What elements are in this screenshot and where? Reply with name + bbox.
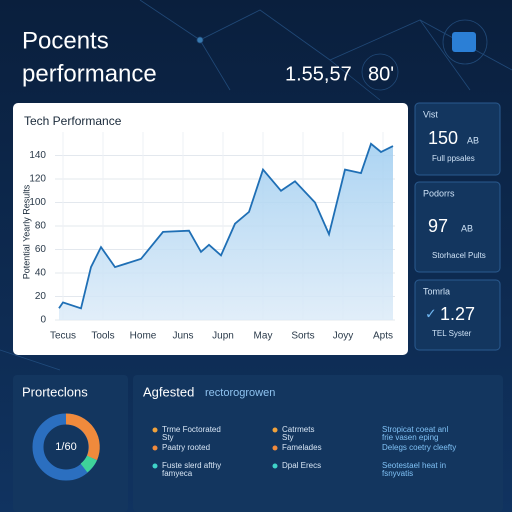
bullet: [152, 463, 158, 469]
x-tick-label: Home: [130, 331, 157, 342]
stat-label: Tomrla: [423, 286, 450, 296]
stat-caption: Storhacel Pults: [432, 251, 486, 260]
header-title: performance: [22, 60, 157, 87]
logo-icon: [452, 32, 476, 52]
header-stat: 80': [368, 63, 394, 85]
bullet: [152, 445, 158, 451]
y-tick-label: 60: [35, 244, 47, 255]
panel-title: Prorteclons: [22, 384, 88, 399]
x-tick-label: May: [254, 331, 273, 342]
stat-unit: AB: [461, 223, 473, 233]
bullet: [272, 445, 278, 451]
list-item: famyeca: [162, 469, 193, 478]
line: [58, 142, 394, 310]
list-item: Famelades: [282, 443, 322, 452]
x-tick-label: Sorts: [291, 331, 314, 342]
list-item: frie vasen eping: [382, 433, 438, 442]
x-tick-label: Tools: [91, 331, 114, 342]
stat-value: 97: [428, 216, 448, 236]
list-item: Catrmets: [282, 425, 314, 434]
y-tick-label: 0: [40, 315, 46, 326]
y-tick-label: 100: [29, 197, 46, 208]
x-tick-label: Juns: [172, 331, 193, 342]
list-item: fsnyvatis: [382, 469, 413, 478]
list-item: Trme Foctorated: [162, 425, 221, 434]
chart-title: Tech Performance: [24, 114, 122, 128]
stat-value: 150: [428, 128, 458, 148]
list-item: Delegs coetry cleefty: [382, 443, 456, 452]
stat-caption: TEL Syster: [432, 329, 472, 338]
list-item: Sty: [162, 433, 174, 442]
bullet: [272, 427, 278, 433]
panel-subtitle: rectorogrowen: [205, 387, 275, 399]
stat-panel: [414, 102, 501, 176]
list-item: Seotestael heat in: [382, 461, 446, 470]
header-title: Pocents: [22, 27, 109, 54]
protections-panel: [13, 375, 128, 512]
list-item: Stropicat coeat anl: [382, 425, 448, 434]
stat-label: Podorrs: [423, 188, 455, 198]
suggested-panel: [133, 375, 503, 512]
x-tick-label: Jupn: [212, 331, 234, 342]
bullet: [152, 427, 158, 433]
donut-center: 1/60: [55, 441, 76, 453]
donut: [32, 413, 100, 481]
y-tick-label: 20: [35, 291, 47, 302]
check-icon: ✓: [425, 306, 437, 322]
x-tick-label: Apts: [373, 331, 393, 342]
list-item: Dpal Erecs: [282, 461, 321, 470]
list-item: Paatry rooted: [162, 443, 210, 452]
y-axis-label: Potential Yearly Results: [21, 184, 31, 279]
stat-panel: [414, 181, 501, 273]
stat-caption: Full ppsales: [432, 154, 475, 163]
list-item: Sty: [282, 433, 294, 442]
network-decoration: [0, 0, 512, 371]
side-panels: Vist 150 AB Full ppsales Podorrs 97 AB Storhace…: [414, 102, 501, 351]
y-tick-label: 40: [35, 268, 47, 279]
stat-label: Vist: [423, 109, 438, 119]
stat-value: 1.27: [440, 304, 475, 324]
panel-title: Agfested: [143, 384, 194, 399]
area: [59, 143, 393, 320]
header-stat: 1.55,57: [285, 63, 352, 85]
x-tick-label: Tecus: [50, 331, 76, 342]
x-tick-label: Joyy: [333, 331, 354, 342]
y-tick-label: 80: [35, 221, 47, 232]
bullet: [272, 463, 278, 469]
list-item: Fuste slerd afthy: [162, 461, 221, 470]
y-tick-label: 140: [29, 150, 46, 161]
y-tick-label: 120: [29, 174, 46, 185]
stat-panel: [414, 279, 501, 351]
stat-unit: AB: [467, 135, 479, 145]
